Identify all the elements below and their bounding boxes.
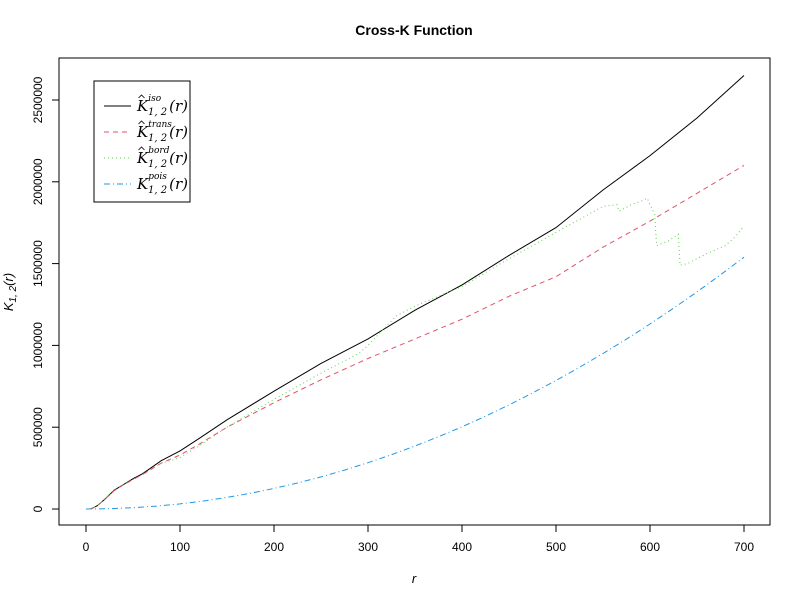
- y-tick-label: 1000000: [31, 322, 45, 369]
- x-tick-label: 100: [170, 540, 190, 554]
- x-tick-label: 600: [640, 540, 660, 554]
- y-axis-label: K1, 2(r): [1, 273, 19, 311]
- legend-label-iso: Kiso 1, 2 (r): [136, 94, 188, 118]
- y-tick-label: 2500000: [31, 76, 45, 123]
- x-tick-label: 0: [83, 540, 90, 554]
- x-axis: 0 100 200 300 400 500 600 700: [83, 524, 754, 554]
- series-line-pois: [85, 256, 745, 510]
- legend-hat-trans: [138, 120, 145, 125]
- x-axis-label: r: [412, 571, 417, 586]
- x-tick-label: 300: [358, 540, 378, 554]
- legend-hat-iso: [138, 94, 145, 99]
- chart-title: Cross-K Function: [355, 22, 472, 38]
- x-tick-label: 200: [264, 540, 284, 554]
- series-lines: [85, 75, 745, 510]
- legend-label-bord: Kbord 1, 2 (r): [136, 146, 188, 170]
- legend-hat-bord: [138, 146, 145, 151]
- y-tick-label: 0: [31, 505, 45, 512]
- y-axis: 0 500000 1000000 1500000 2000000 2500000: [31, 76, 60, 512]
- legend: Kiso 1, 2 (r)Ktrans 1, 2 (r)Kbord 1, 2 (r)Kpoi…: [93, 80, 191, 203]
- legend-label-pois: Kpois 1, 2 (r): [136, 172, 188, 196]
- x-tick-label: 700: [734, 540, 754, 554]
- y-tick-label: 500000: [31, 407, 45, 447]
- series-line-trans: [90, 164, 745, 510]
- x-tick-label: 500: [546, 540, 566, 554]
- y-tick-label: 2000000: [31, 158, 45, 205]
- series-line-bord: [90, 197, 745, 510]
- y-tick-label: 1500000: [31, 240, 45, 287]
- legend-box: [93, 80, 191, 203]
- x-tick-label: 400: [452, 540, 472, 554]
- legend-label-trans: Ktrans 1, 2 (r): [136, 120, 188, 144]
